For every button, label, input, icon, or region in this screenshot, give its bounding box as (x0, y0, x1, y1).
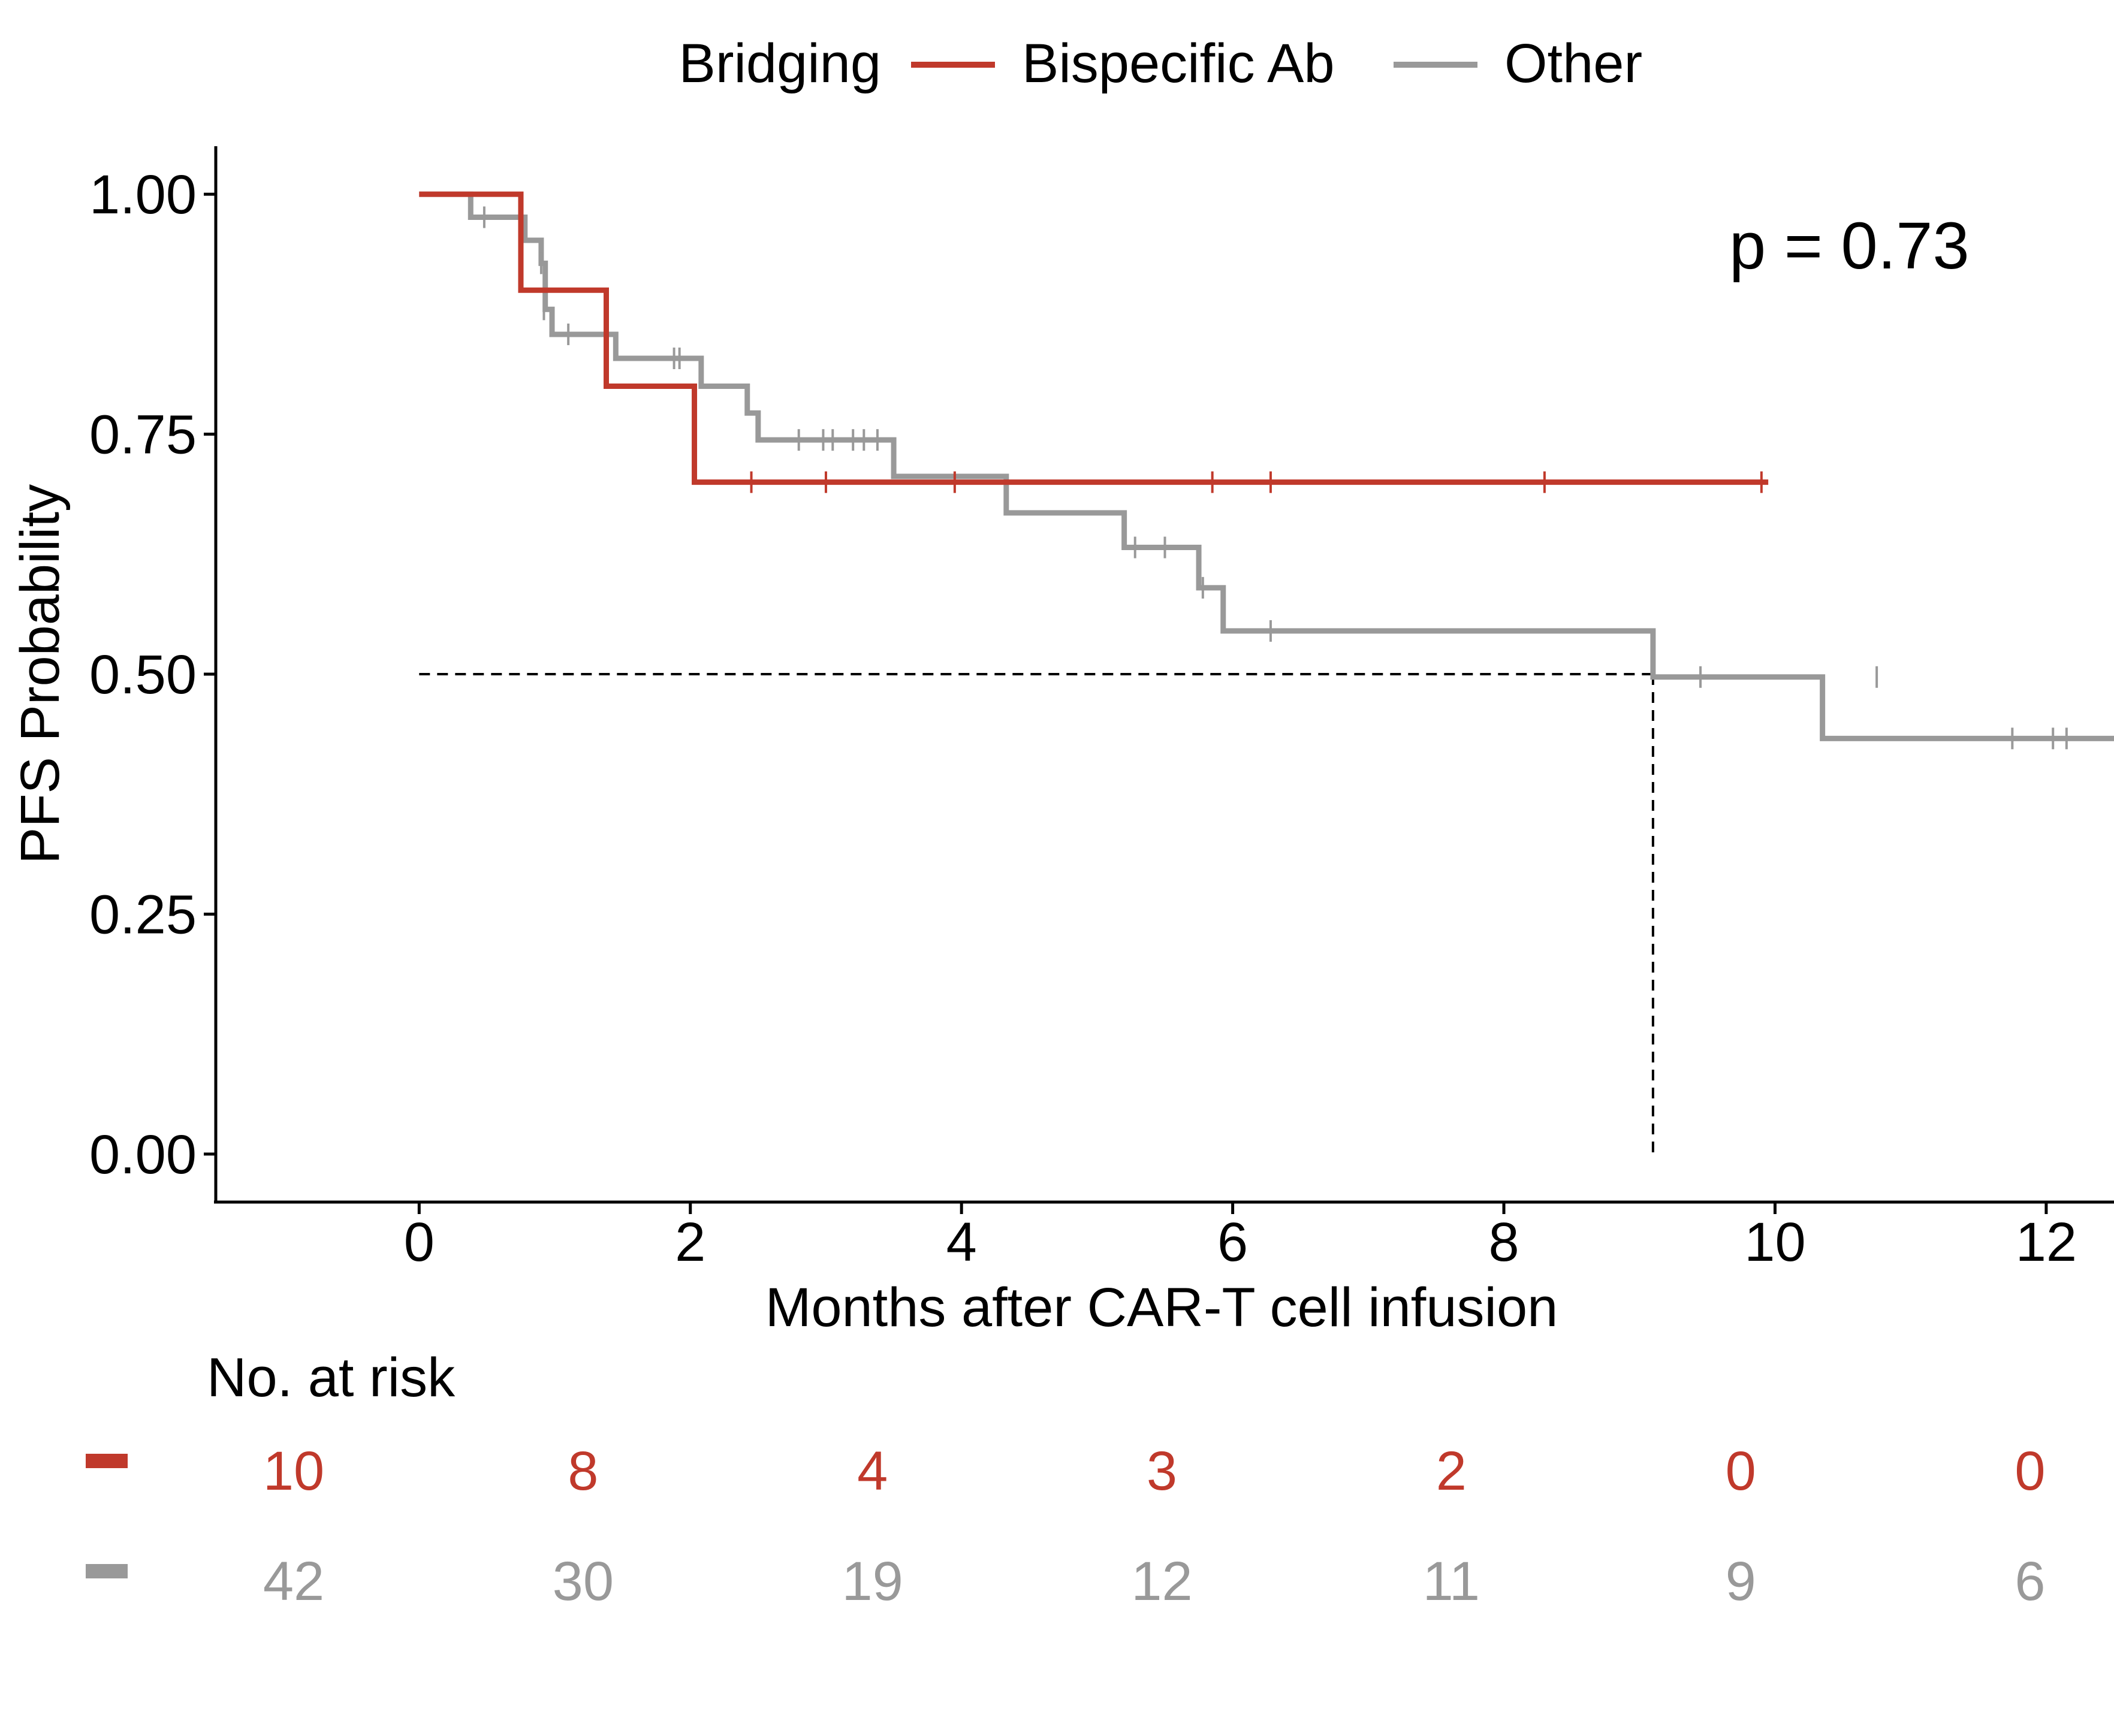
risk-value: 0 (2015, 1441, 2045, 1502)
x-ticks: 0 2 4 6 8 10 12 (404, 1202, 2077, 1273)
risk-row-swatch-bispecific (86, 1454, 128, 1468)
x-tick-label: 4 (946, 1212, 977, 1273)
risk-table-title: No. at risk (207, 1347, 456, 1408)
y-tick-label: 0.25 (89, 884, 197, 945)
x-axis-label: Months after CAR-T cell infusion (765, 1277, 1558, 1338)
risk-value: 3 (1147, 1441, 1177, 1502)
legend-label-bispecific: Bispecific Ab (1022, 33, 1335, 94)
y-tick-label: 0.75 (89, 404, 197, 466)
x-tick-label: 6 (1217, 1212, 1248, 1273)
p-value-annotation: p = 0.73 (1729, 209, 1970, 283)
x-tick-label: 2 (675, 1212, 705, 1273)
curve-other (419, 191, 2114, 741)
y-tick-label: 1.00 (89, 164, 197, 225)
axes: 0.00 0.25 0.50 0.75 1.00 0 2 4 6 8 10 12 PFS Proba… (10, 146, 2114, 1338)
risk-row-swatch-other (86, 1564, 128, 1578)
x-tick-label: 10 (1744, 1212, 1805, 1273)
risk-value: 2 (1436, 1441, 1467, 1502)
y-tick-label: 0.50 (89, 644, 197, 705)
risk-value: 19 (842, 1551, 903, 1612)
legend-title: Bridging (678, 33, 881, 94)
risk-value: 6 (2015, 1551, 2045, 1612)
y-tick-label: 0.00 (89, 1124, 197, 1185)
risk-value: 4 (857, 1441, 888, 1502)
curve-bispecific-ab (419, 191, 1769, 485)
y-ticks: 0.00 0.25 0.50 0.75 1.00 (89, 164, 216, 1185)
risk-value: 9 (1726, 1551, 1756, 1612)
risk-table: No. at risk 10 8 4 3 2 0 0 42 30 19 12 11 9 6 (86, 1347, 2046, 1612)
y-axis-label: PFS Probability (10, 484, 71, 864)
legend-label-other: Other (1504, 33, 1642, 94)
x-tick-label: 8 (1488, 1212, 1519, 1273)
risk-value: 42 (263, 1551, 324, 1612)
median-reference-lines (419, 673, 1654, 1154)
risk-values: 10 8 4 3 2 0 0 42 30 19 12 11 9 6 (263, 1441, 2046, 1612)
risk-value: 11 (1423, 1551, 1480, 1612)
risk-value: 10 (263, 1441, 324, 1502)
x-tick-label: 12 (2016, 1212, 2077, 1273)
risk-value: 8 (568, 1441, 598, 1502)
risk-value: 0 (1726, 1441, 1756, 1502)
x-tick-label: 0 (404, 1212, 435, 1273)
risk-value: 12 (1131, 1551, 1192, 1612)
legend: Bridging Bispecific Ab Other (678, 33, 1642, 94)
risk-value: 30 (553, 1551, 614, 1612)
survival-curves (419, 191, 2114, 750)
